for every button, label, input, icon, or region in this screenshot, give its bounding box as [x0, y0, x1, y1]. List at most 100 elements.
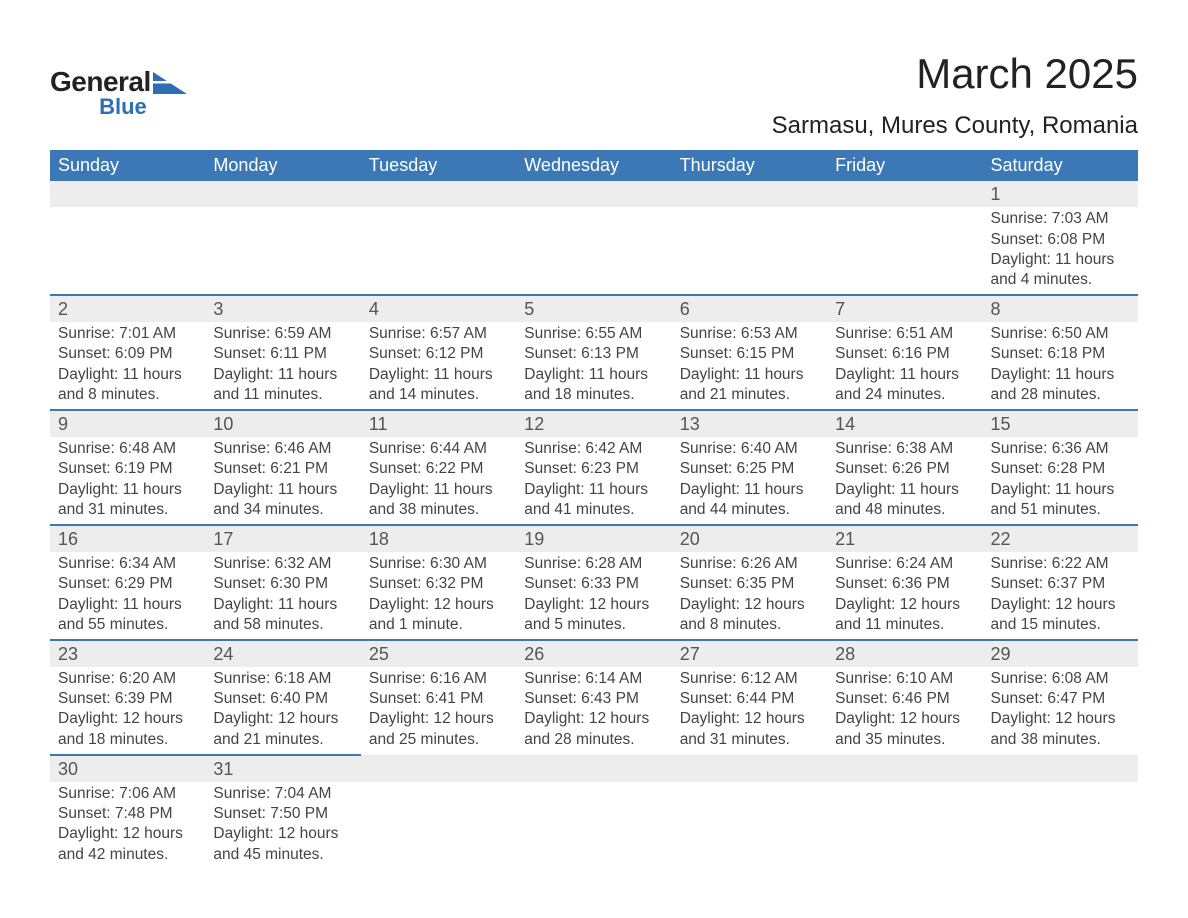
- logo: General Blue: [50, 50, 187, 118]
- day-data-cell: Sunrise: 6:28 AMSunset: 6:33 PMDaylight:…: [516, 552, 671, 640]
- day-number-cell: 12: [516, 410, 671, 437]
- day-number-cell: 28: [827, 640, 982, 667]
- day-data-cell: [205, 207, 360, 295]
- day-sunset: Sunset: 6:21 PM: [213, 459, 352, 479]
- day-number-cell: [672, 755, 827, 782]
- day-sunrise: Sunrise: 6:24 AM: [835, 554, 974, 574]
- day-data-cell: Sunrise: 6:12 AMSunset: 6:44 PMDaylight:…: [672, 667, 827, 755]
- day-d2: and 35 minutes.: [835, 730, 974, 750]
- logo-text-general: General: [50, 68, 151, 96]
- day-d2: and 58 minutes.: [213, 615, 352, 635]
- day-sunset: Sunset: 6:25 PM: [680, 459, 819, 479]
- day-sunrise: Sunrise: 6:59 AM: [213, 324, 352, 344]
- day-sunset: Sunset: 6:26 PM: [835, 459, 974, 479]
- day-sunset: Sunset: 6:43 PM: [524, 689, 663, 709]
- day-d2: and 28 minutes.: [991, 385, 1130, 405]
- day-sunset: Sunset: 6:37 PM: [991, 574, 1130, 594]
- day-number-cell: [827, 181, 982, 207]
- day-data-cell: Sunrise: 7:06 AMSunset: 7:48 PMDaylight:…: [50, 782, 205, 869]
- day-number-cell: 18: [361, 525, 516, 552]
- day-number-cell: [672, 181, 827, 207]
- day-data-cell: [827, 207, 982, 295]
- day-number-cell: 26: [516, 640, 671, 667]
- day-number-cell: 29: [983, 640, 1138, 667]
- day-number-cell: 8: [983, 295, 1138, 322]
- day-d1: Daylight: 11 hours: [835, 365, 974, 385]
- day-sunset: Sunset: 6:15 PM: [680, 344, 819, 364]
- day-data-cell: Sunrise: 6:32 AMSunset: 6:30 PMDaylight:…: [205, 552, 360, 640]
- day-number-cell: [827, 755, 982, 782]
- day-number-cell: 30: [50, 755, 205, 782]
- day-d1: Daylight: 11 hours: [835, 480, 974, 500]
- day-d2: and 25 minutes.: [369, 730, 508, 750]
- day-data-cell: Sunrise: 6:18 AMSunset: 6:40 PMDaylight:…: [205, 667, 360, 755]
- day-d2: and 21 minutes.: [680, 385, 819, 405]
- day-d1: Daylight: 11 hours: [680, 480, 819, 500]
- day-d2: and 5 minutes.: [524, 615, 663, 635]
- day-d2: and 11 minutes.: [835, 615, 974, 635]
- day-d2: and 44 minutes.: [680, 500, 819, 520]
- day-sunset: Sunset: 6:40 PM: [213, 689, 352, 709]
- day-data-cell: Sunrise: 6:51 AMSunset: 6:16 PMDaylight:…: [827, 322, 982, 410]
- day-d1: Daylight: 12 hours: [369, 709, 508, 729]
- day-d2: and 34 minutes.: [213, 500, 352, 520]
- day-sunset: Sunset: 6:35 PM: [680, 574, 819, 594]
- calendar-header: SundayMondayTuesdayWednesdayThursdayFrid…: [50, 150, 1138, 181]
- day-sunrise: Sunrise: 7:04 AM: [213, 784, 352, 804]
- day-data-cell: [361, 207, 516, 295]
- day-sunrise: Sunrise: 6:42 AM: [524, 439, 663, 459]
- day-data-cell: Sunrise: 6:08 AMSunset: 6:47 PMDaylight:…: [983, 667, 1138, 755]
- day-number-cell: 3: [205, 295, 360, 322]
- day-data-cell: Sunrise: 6:44 AMSunset: 6:22 PMDaylight:…: [361, 437, 516, 525]
- location: Sarmasu, Mures County, Romania: [772, 112, 1138, 140]
- day-sunrise: Sunrise: 6:46 AM: [213, 439, 352, 459]
- day-number-cell: 14: [827, 410, 982, 437]
- day-sunrise: Sunrise: 6:50 AM: [991, 324, 1130, 344]
- day-sunset: Sunset: 6:30 PM: [213, 574, 352, 594]
- day-data-cell: [361, 782, 516, 869]
- day-d2: and 51 minutes.: [991, 500, 1130, 520]
- day-d2: and 21 minutes.: [213, 730, 352, 750]
- day-d1: Daylight: 11 hours: [991, 365, 1130, 385]
- day-d1: Daylight: 12 hours: [524, 595, 663, 615]
- day-sunset: Sunset: 6:09 PM: [58, 344, 197, 364]
- day-data-cell: [827, 782, 982, 869]
- weekday-header: Wednesday: [516, 150, 671, 181]
- day-d2: and 8 minutes.: [58, 385, 197, 405]
- day-number-cell: [205, 181, 360, 207]
- day-d1: Daylight: 12 hours: [680, 709, 819, 729]
- day-data-cell: Sunrise: 6:38 AMSunset: 6:26 PMDaylight:…: [827, 437, 982, 525]
- day-number-cell: 4: [361, 295, 516, 322]
- day-d2: and 42 minutes.: [58, 845, 197, 865]
- day-number-cell: 15: [983, 410, 1138, 437]
- day-d2: and 28 minutes.: [524, 730, 663, 750]
- day-d2: and 31 minutes.: [58, 500, 197, 520]
- day-sunrise: Sunrise: 6:40 AM: [680, 439, 819, 459]
- day-d1: Daylight: 12 hours: [369, 595, 508, 615]
- day-data-cell: Sunrise: 6:55 AMSunset: 6:13 PMDaylight:…: [516, 322, 671, 410]
- day-sunrise: Sunrise: 6:57 AM: [369, 324, 508, 344]
- weekday-header: Saturday: [983, 150, 1138, 181]
- day-sunrise: Sunrise: 6:53 AM: [680, 324, 819, 344]
- day-number-cell: [516, 755, 671, 782]
- day-sunrise: Sunrise: 6:14 AM: [524, 669, 663, 689]
- day-d1: Daylight: 11 hours: [58, 480, 197, 500]
- day-sunset: Sunset: 7:50 PM: [213, 804, 352, 824]
- day-d1: Daylight: 12 hours: [991, 595, 1130, 615]
- day-data-cell: Sunrise: 6:10 AMSunset: 6:46 PMDaylight:…: [827, 667, 982, 755]
- day-d1: Daylight: 11 hours: [524, 365, 663, 385]
- day-sunset: Sunset: 6:16 PM: [835, 344, 974, 364]
- day-number-cell: 2: [50, 295, 205, 322]
- day-data-cell: Sunrise: 6:22 AMSunset: 6:37 PMDaylight:…: [983, 552, 1138, 640]
- day-data-cell: Sunrise: 6:36 AMSunset: 6:28 PMDaylight:…: [983, 437, 1138, 525]
- day-number-cell: 22: [983, 525, 1138, 552]
- day-number-cell: 13: [672, 410, 827, 437]
- day-sunset: Sunset: 6:22 PM: [369, 459, 508, 479]
- day-d1: Daylight: 12 hours: [991, 709, 1130, 729]
- weekday-header: Thursday: [672, 150, 827, 181]
- calendar: SundayMondayTuesdayWednesdayThursdayFrid…: [50, 150, 1138, 869]
- day-sunset: Sunset: 6:41 PM: [369, 689, 508, 709]
- day-data-cell: [516, 782, 671, 869]
- day-number-cell: 24: [205, 640, 360, 667]
- day-d2: and 14 minutes.: [369, 385, 508, 405]
